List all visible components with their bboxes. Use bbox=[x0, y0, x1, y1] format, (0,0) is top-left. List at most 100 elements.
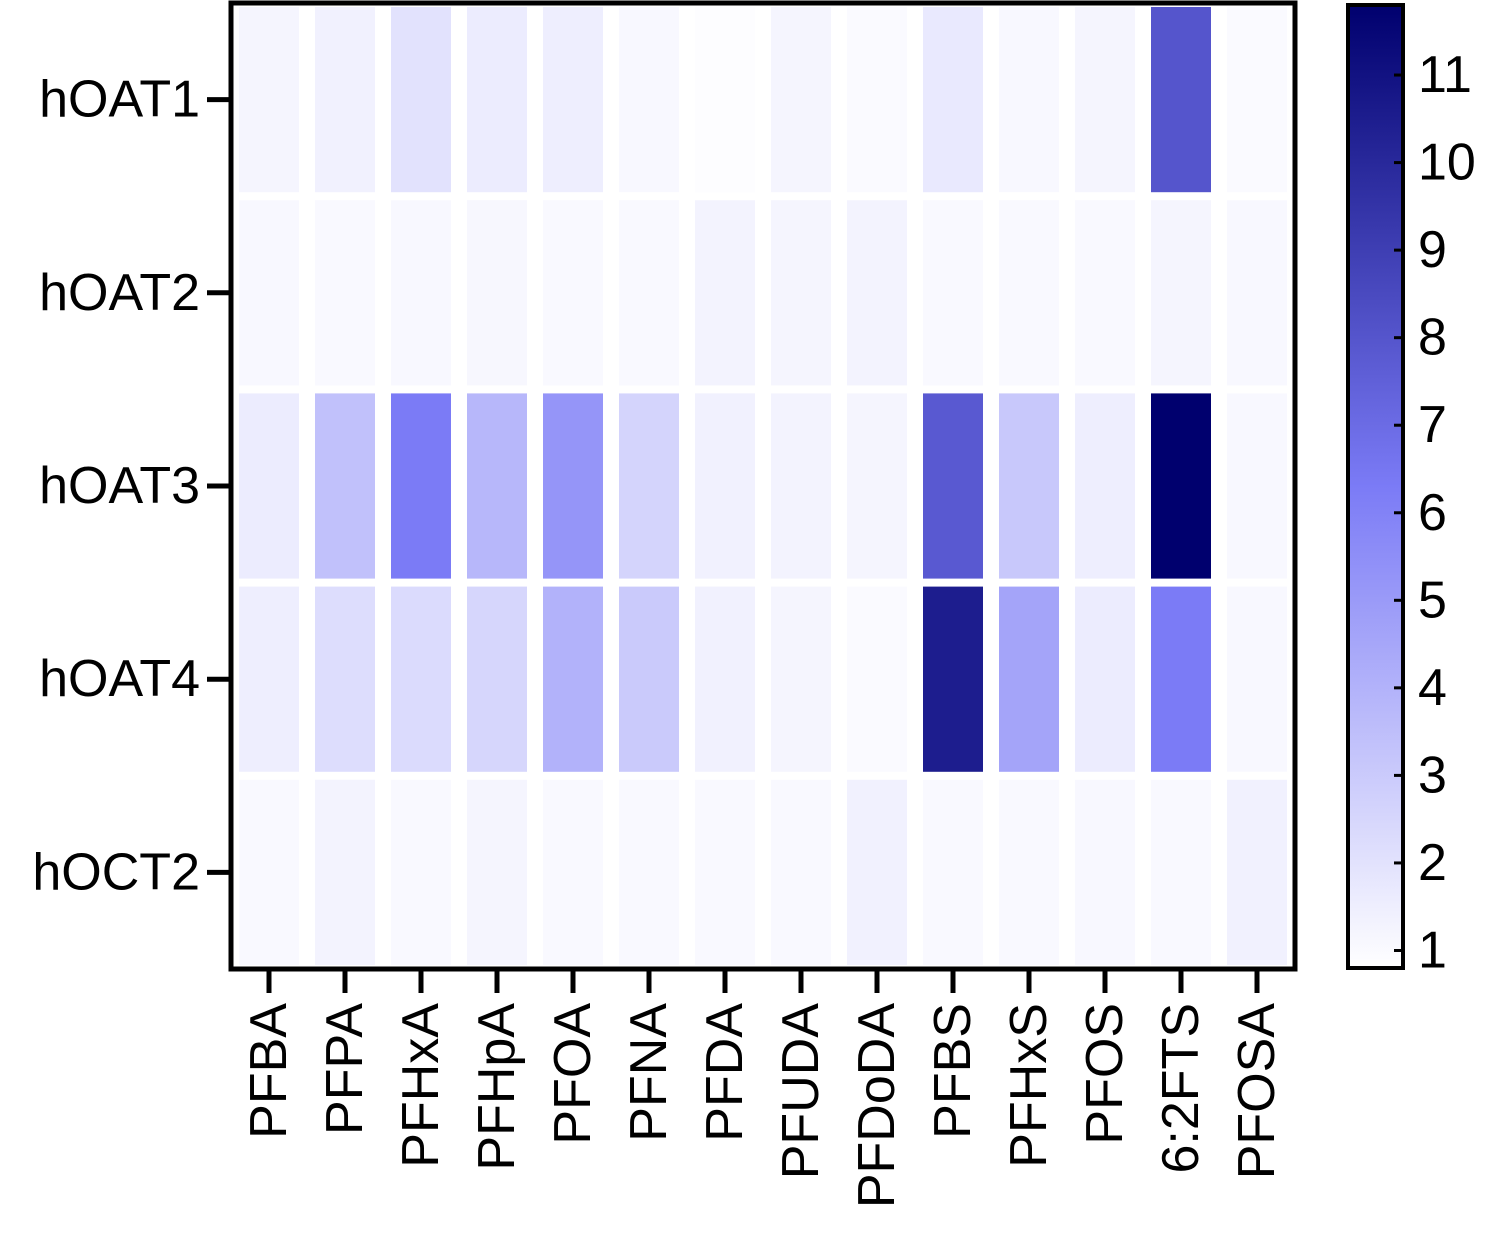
heatmap-cell bbox=[847, 779, 907, 965]
heatmap-cell bbox=[315, 779, 375, 965]
x-tick-label: PFBS bbox=[924, 1003, 982, 1139]
heatmap-cell bbox=[1075, 586, 1135, 772]
heatmap-cell bbox=[1151, 586, 1211, 772]
heatmap-cell bbox=[315, 393, 375, 579]
heatmap-cell bbox=[847, 393, 907, 579]
heatmap-cell bbox=[847, 586, 907, 772]
heatmap-cell bbox=[619, 779, 679, 965]
heatmap-cell bbox=[239, 7, 299, 193]
heatmap-cell bbox=[1075, 200, 1135, 386]
colorbar-tick-label: 4 bbox=[1418, 659, 1447, 717]
x-tick-label: PFDoDA bbox=[848, 1003, 906, 1208]
x-tick-label: PFHxA bbox=[392, 1003, 450, 1168]
heatmap-cell bbox=[1227, 779, 1287, 965]
heatmap-cell bbox=[999, 779, 1059, 965]
x-tick-label: PFOS bbox=[1076, 1003, 1134, 1145]
heatmap-cell bbox=[923, 586, 983, 772]
colorbar-tick-label: 1 bbox=[1418, 921, 1447, 979]
heatmap-cell bbox=[771, 200, 831, 386]
x-axis: PFBA PFPA PFHxA PFHpA PFOA PFNA PFDA PFUDA PFDoD… bbox=[240, 969, 1286, 1208]
heatmap-cell bbox=[315, 200, 375, 386]
heatmap-cell bbox=[999, 200, 1059, 386]
heatmap-cell bbox=[619, 393, 679, 579]
x-tick-label: PFHxS bbox=[1000, 1003, 1058, 1168]
x-tick-label: PFHpA bbox=[468, 1003, 526, 1171]
y-tick-label: hOAT1 bbox=[39, 71, 200, 129]
heatmap-cell bbox=[467, 200, 527, 386]
colorbar-tick-label: 2 bbox=[1418, 834, 1447, 892]
heatmap-cell bbox=[1151, 200, 1211, 386]
x-tick-label: PFUDA bbox=[772, 1003, 830, 1180]
heatmap-cell bbox=[619, 200, 679, 386]
heatmap-cell bbox=[467, 7, 527, 193]
x-tick-label: PFPA bbox=[316, 1003, 374, 1135]
heatmap-cell bbox=[771, 393, 831, 579]
colorbar-tick-label: 7 bbox=[1418, 396, 1447, 454]
heatmap-cell bbox=[239, 586, 299, 772]
heatmap-cell bbox=[619, 586, 679, 772]
y-tick-label: hOAT4 bbox=[39, 650, 200, 708]
heatmap-cell bbox=[1227, 586, 1287, 772]
plot-frame bbox=[228, 0, 1298, 972]
heatmap-cells bbox=[239, 7, 1287, 965]
heatmap-cell bbox=[771, 7, 831, 193]
colorbar-tick-label: 5 bbox=[1418, 571, 1447, 629]
heatmap-cell bbox=[923, 393, 983, 579]
x-tick-label: PFOA bbox=[544, 1003, 602, 1145]
heatmap-cell bbox=[391, 393, 451, 579]
y-axis: hOAT1 hOAT2 hOAT3 hOAT4 hOCT2 bbox=[32, 71, 231, 901]
x-tick-label: PFDA bbox=[696, 1003, 754, 1142]
heatmap-cell bbox=[1227, 393, 1287, 579]
heatmap-cell bbox=[315, 586, 375, 772]
y-tick-label: hOAT2 bbox=[39, 264, 200, 322]
heatmap-cell bbox=[543, 586, 603, 772]
heatmap-cell bbox=[543, 779, 603, 965]
colorbar-tick-label: 3 bbox=[1418, 746, 1447, 804]
x-tick-label: PFOSA bbox=[1228, 1003, 1286, 1180]
colorbar-tick-label: 6 bbox=[1418, 484, 1447, 542]
heatmap-cell bbox=[695, 200, 755, 386]
heatmap-cell bbox=[239, 393, 299, 579]
heatmap-cell bbox=[467, 393, 527, 579]
heatmap-cell bbox=[695, 7, 755, 193]
colorbar-tick-label: 9 bbox=[1418, 221, 1447, 279]
heatmap-cell bbox=[467, 779, 527, 965]
x-tick-label: 6:2FTS bbox=[1152, 1003, 1210, 1174]
heatmap-cell bbox=[1151, 779, 1211, 965]
heatmap-cell bbox=[391, 779, 451, 965]
heatmap-cell bbox=[1151, 7, 1211, 193]
heatmap-cell bbox=[1075, 393, 1135, 579]
y-tick-label: hOAT3 bbox=[39, 457, 200, 515]
heatmap-cell bbox=[315, 7, 375, 193]
heatmap-cell bbox=[543, 200, 603, 386]
heatmap-cell bbox=[923, 779, 983, 965]
x-tick-label: PFBA bbox=[240, 1003, 298, 1139]
x-tick-label: PFNA bbox=[620, 1003, 678, 1142]
heatmap-cell bbox=[695, 393, 755, 579]
colorbar-tick-label: 8 bbox=[1418, 309, 1447, 367]
heatmap-cell bbox=[847, 200, 907, 386]
heatmap-cell bbox=[923, 200, 983, 386]
colorbar-tick-label: 10 bbox=[1418, 134, 1476, 192]
colorbar-gradient bbox=[1346, 3, 1405, 970]
heatmap-cell bbox=[1151, 393, 1211, 579]
heatmap-cell bbox=[467, 586, 527, 772]
colorbar: 1 2 3 4 5 6 7 8 9 10 11 bbox=[1346, 3, 1476, 979]
heatmap-cell bbox=[1227, 200, 1287, 386]
heatmap-cell bbox=[239, 779, 299, 965]
heatmap-cell bbox=[239, 200, 299, 386]
heatmap-cell bbox=[391, 7, 451, 193]
heatmap-cell bbox=[771, 586, 831, 772]
heatmap-cell bbox=[543, 7, 603, 193]
heatmap-cell bbox=[695, 586, 755, 772]
y-tick-label: hOCT2 bbox=[32, 843, 200, 901]
heatmap-cell bbox=[1075, 779, 1135, 965]
heatmap-cell bbox=[391, 200, 451, 386]
heatmap-cell bbox=[999, 7, 1059, 193]
heatmap-cell bbox=[391, 586, 451, 772]
heatmap-cell bbox=[619, 7, 679, 193]
heatmap-cell bbox=[543, 393, 603, 579]
heatmap-cell bbox=[999, 393, 1059, 579]
heatmap-cell bbox=[999, 586, 1059, 772]
